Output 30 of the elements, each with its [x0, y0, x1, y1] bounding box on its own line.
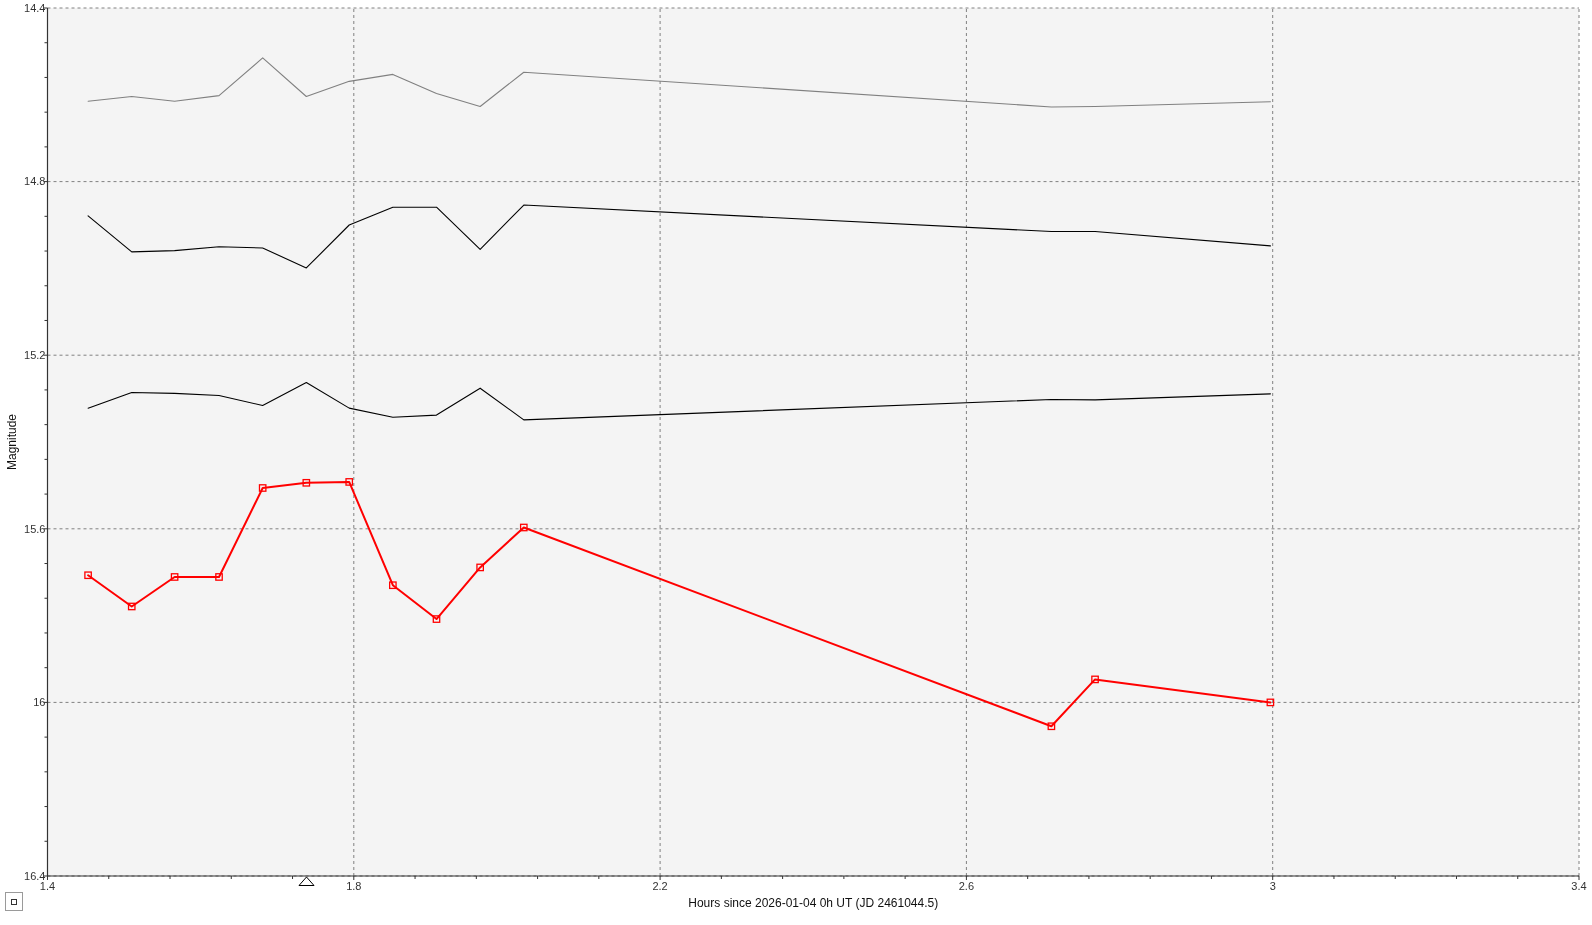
x-tick-label: 3: [1269, 880, 1276, 892]
x-tick-label: 2.6: [958, 880, 975, 892]
point: [258, 484, 267, 492]
x-tick-label: 2.2: [652, 880, 668, 892]
point: [1266, 698, 1275, 707]
point: [519, 523, 528, 532]
x-tick-label: 1.8: [346, 880, 362, 892]
y-tick-label: 15.6: [24, 522, 46, 535]
y-tick-label: 15.2: [24, 349, 46, 362]
y-tick-label: 14.4: [24, 1, 46, 14]
point: [389, 581, 397, 590]
y-axis-title: Magnitude: [5, 413, 19, 471]
y-tick-label: 14.8: [24, 175, 46, 188]
point: [1047, 722, 1056, 731]
line-series: [87, 204, 1271, 269]
line-series: [87, 381, 1271, 421]
point: [215, 573, 223, 581]
point: [170, 573, 179, 581]
point: [84, 571, 92, 580]
x-axis-title: Hours since 2026-01-04 0h UT (JD 2461044.5): [688, 896, 939, 910]
point: [345, 478, 354, 486]
x-tick-label: 3.4: [1571, 880, 1587, 892]
x-tick-label: 1.4: [39, 880, 56, 892]
y-tick-label: 16.4: [24, 869, 46, 882]
point: [476, 563, 484, 572]
point: [127, 602, 136, 611]
point: [302, 478, 311, 487]
y-tick-label: 16: [33, 696, 46, 709]
point: [1091, 675, 1099, 684]
point: [432, 615, 441, 623]
